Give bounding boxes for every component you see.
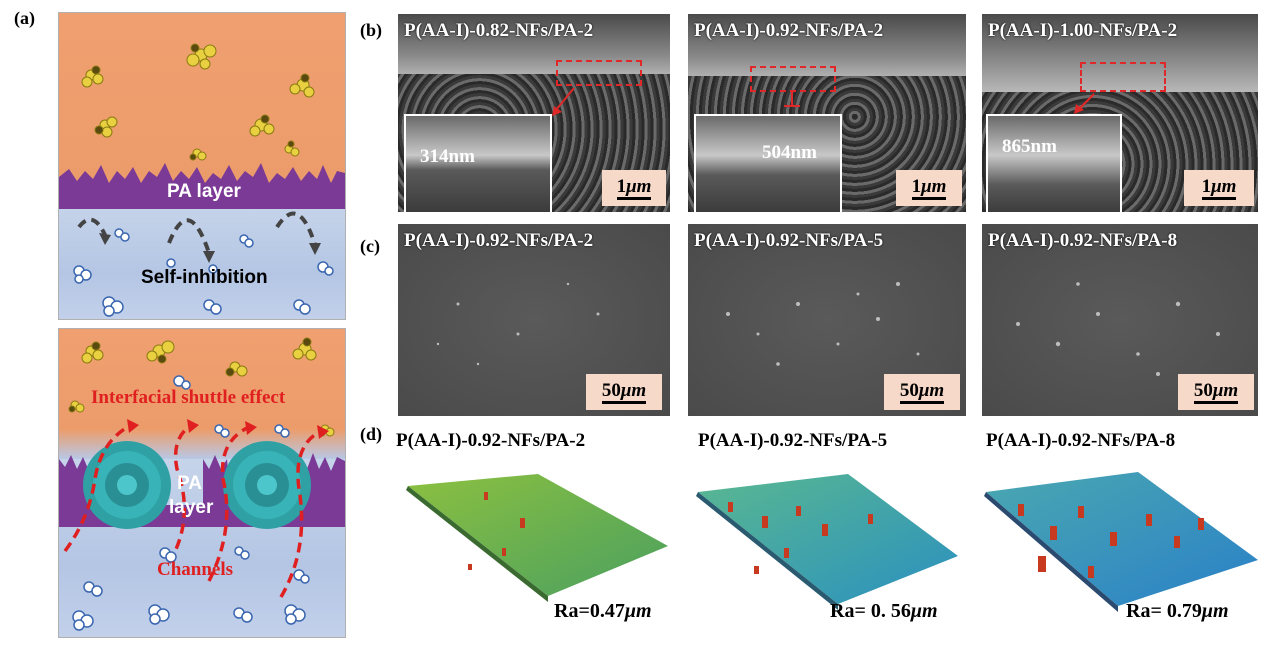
feed-region-2	[59, 329, 345, 437]
zoom-arrow	[1074, 93, 1095, 114]
scale-bar-c1: 50μm	[586, 374, 662, 410]
afm-d2-edge	[696, 492, 838, 610]
schematic-bottom-graphics	[59, 337, 345, 631]
scale-value-c2: 50μm	[899, 380, 945, 404]
pa-layer-label-bottom-1: PA	[177, 473, 202, 494]
schematic-shuttle-effect: Interfacial shuttle effect PA layer Chan…	[58, 328, 346, 638]
roughness-d3: Ra= 0.79μm	[1126, 600, 1229, 622]
pa-layer-shape	[59, 163, 345, 209]
scale-bar-c3: 50μm	[1178, 374, 1254, 410]
sem-c3-title: P(AA-I)-0.92-NFs/PA-8	[988, 230, 1178, 251]
zoom-arrow	[552, 87, 575, 116]
schematic-top-graphics	[59, 43, 345, 317]
scale-bar-c2: 50μm	[884, 374, 960, 410]
scale-bar-b2: 1μm	[896, 170, 962, 206]
zoom-region-box	[556, 60, 642, 86]
sem-surface-layer	[398, 14, 670, 74]
roughness-d2: Ra= 0. 56μm	[830, 600, 938, 622]
afm-d3-edge	[984, 492, 1118, 612]
afm-d1-edge	[406, 486, 548, 602]
panel-label-b: (b)	[360, 20, 382, 40]
self-inhibition-label: Self-inhibition	[141, 267, 268, 288]
channels-label: Channels	[157, 559, 234, 580]
afm-d2-surface	[698, 474, 958, 604]
feed-region	[59, 13, 345, 193]
sem-b2-title: P(AA-I)-0.92-NFs/PA-2	[694, 20, 884, 41]
sem-cross-section-2: P(AA-I)-0.92-NFs/PA-2 504nm 1μm	[688, 14, 966, 212]
scale-bar-b1: 1μm	[602, 170, 666, 206]
scale-value-b1: 1μm	[616, 176, 652, 200]
thickness-label-b3: 865nm	[1002, 136, 1057, 157]
sem-surface-3: P(AA-I)-0.92-NFs/PA-8 50μm	[982, 224, 1258, 416]
pa-layer-label-top: PA layer	[167, 181, 241, 202]
scale-bar-b3: 1μm	[1184, 170, 1254, 206]
sem-cross-section-1: P(AA-I)-0.82-NFs/PA-2 314nm 1μm	[398, 14, 670, 212]
sem-b3-title: P(AA-I)-1.00-NFs/PA-2	[988, 20, 1178, 41]
sem-surface-layer	[688, 14, 966, 76]
sem-surface-layer	[982, 14, 1258, 92]
shuttle-effect-label: Interfacial shuttle effect	[91, 387, 286, 408]
thickness-label-b2: 504nm	[762, 142, 817, 163]
sem-c2-title: P(AA-I)-0.92-NFs/PA-5	[694, 230, 884, 251]
panel-label-a: (a)	[14, 8, 35, 28]
sem-cross-section-3: P(AA-I)-1.00-NFs/PA-2 865nm 1μm	[982, 14, 1258, 212]
sem-surface-2: P(AA-I)-0.92-NFs/PA-5 50μm	[688, 224, 966, 416]
scale-value-c1: 50μm	[601, 380, 647, 404]
scale-value-b2: 1μm	[911, 176, 947, 200]
zoom-arrow	[784, 92, 800, 107]
roughness-d1: Ra=0.47μm	[554, 600, 652, 622]
surface-particles	[436, 282, 1220, 376]
pa-layer-label-bottom-2: layer	[169, 497, 214, 518]
afm-d3-surface	[986, 472, 1258, 606]
zoom-region-box	[1080, 62, 1166, 92]
afm-d1-surface	[408, 474, 668, 596]
schematic-self-inhibition: PA layer Self-inhibition	[58, 12, 346, 320]
afm-d3-title: P(AA-I)-0.92-NFs/PA-8	[986, 430, 1176, 451]
afm-d1-title: P(AA-I)-0.92-NFs/PA-2	[396, 430, 586, 451]
nanoflower-left	[83, 441, 171, 529]
sem-b2-inset: 504nm	[694, 114, 842, 212]
sem-b1-title: P(AA-I)-0.82-NFs/PA-2	[404, 20, 594, 41]
zoom-region-box	[750, 66, 836, 92]
panel-label-d: (d)	[360, 424, 382, 444]
afm-surfaces	[406, 472, 1258, 612]
nanoflower-right	[223, 441, 311, 529]
sem-surface-1: P(AA-I)-0.92-NFs/PA-2 50μm	[398, 224, 670, 416]
sem-c1-title: P(AA-I)-0.92-NFs/PA-2	[404, 230, 594, 251]
sem-b3-inset: 865nm	[986, 114, 1122, 212]
panel-label-c: (c)	[360, 236, 380, 256]
thickness-label-b1: 314nm	[420, 146, 475, 167]
scale-value-b3: 1μm	[1201, 176, 1237, 200]
scale-value-c3: 50μm	[1193, 380, 1239, 404]
afm-d2-title: P(AA-I)-0.92-NFs/PA-5	[698, 430, 888, 451]
sem-b1-inset: 314nm	[404, 114, 552, 212]
